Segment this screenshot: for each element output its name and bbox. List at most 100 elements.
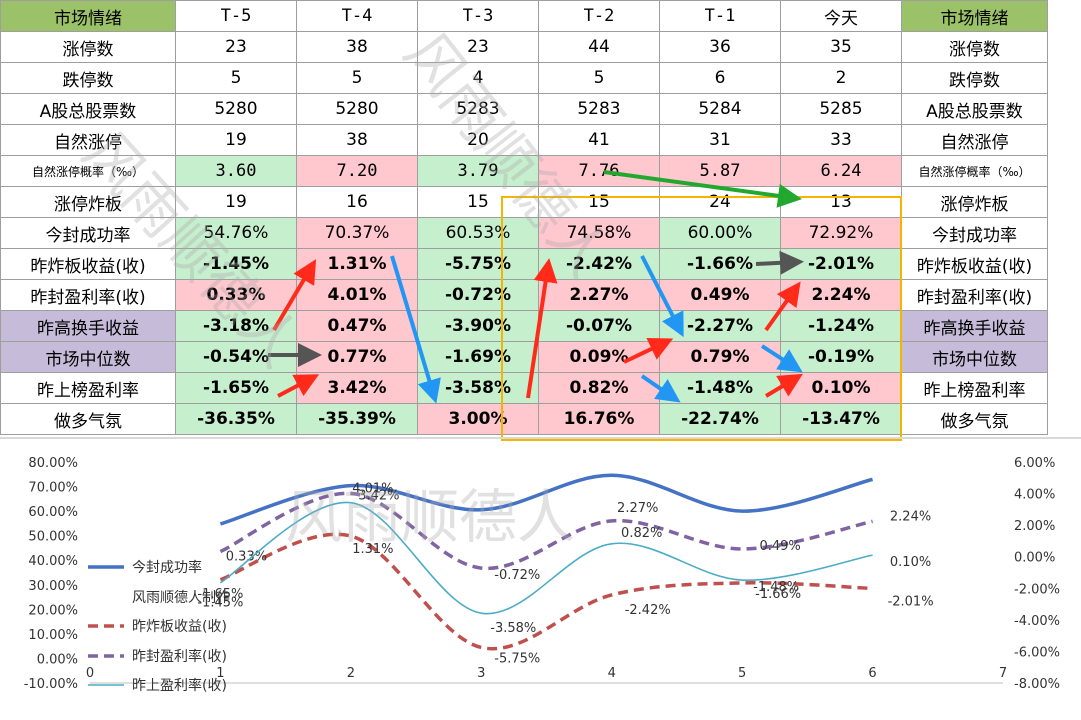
data-label: -5.75%: [494, 651, 540, 666]
data-cell: -0.19%: [780, 341, 902, 373]
table-row: 昨封盈利率(收) 0.33% 4.01% -0.72% 2.27% 0.49% 2.24% 昨…: [0, 279, 1048, 311]
data-cell: 3.42%: [296, 372, 418, 404]
table-row: 今封成功率 54.76% 70.37% 60.53% 74.58% 60.00% 72.92…: [0, 217, 1048, 249]
data-cell: 2.24%: [780, 279, 902, 311]
legend-note: 风雨顺德人制作: [132, 590, 230, 606]
data-label: 1.31%: [352, 542, 393, 557]
data-cell: -13.47%: [780, 403, 902, 435]
data-cell: 7.20: [296, 155, 418, 187]
data-cell: 19: [175, 186, 297, 218]
data-cell: 5: [296, 62, 418, 94]
data-cell: 5285: [780, 93, 902, 125]
x-tick-label: 3: [477, 666, 485, 681]
data-label: 4.01%: [352, 481, 393, 496]
row-label-right: 自然涨停: [901, 124, 1048, 156]
y-left-tick-label: -10.00%: [24, 677, 78, 692]
sheet-divider: [0, 437, 1081, 439]
data-label: -3.58%: [490, 621, 536, 636]
data-cell: 5: [175, 62, 297, 94]
y-right-tick-label: 0.00%: [1014, 551, 1055, 566]
legend-label: 昨封盈利率(收): [132, 648, 227, 665]
table-row: 涨停数 23 38 23 44 36 35 涨停数: [0, 31, 1048, 63]
data-label: -0.72%: [494, 568, 540, 583]
y-right-tick-label: -6.00%: [1014, 645, 1060, 660]
row-label: 昨高换手收益: [0, 310, 176, 342]
header-cell: 今天: [780, 0, 902, 32]
data-cell: 35: [780, 31, 902, 63]
row-label: 自然涨停: [0, 124, 176, 156]
data-cell: 70.37%: [296, 217, 418, 249]
table-row: 昨高换手收益 -3.18% 0.47% -3.90% -0.07% -2.27% -1.24…: [0, 310, 1048, 342]
data-label: 0.49%: [759, 539, 800, 554]
data-cell: 5280: [296, 93, 418, 125]
y-left-tick-label: 0.00%: [37, 652, 78, 667]
row-label-right: 做多气氛: [901, 403, 1048, 435]
data-cell: 0.79%: [659, 341, 781, 373]
series-line: [219, 491, 873, 570]
data-cell: 0.33%: [175, 279, 297, 311]
data-cell: -2.27%: [659, 310, 781, 342]
row-label-right: 昨封盈利率(收): [901, 279, 1048, 311]
data-cell: 74.58%: [538, 217, 660, 249]
y-right-tick-label: -8.00%: [1014, 677, 1060, 692]
y-right-tick-label: 4.00%: [1014, 488, 1055, 503]
data-cell: 20: [417, 124, 539, 156]
row-label-right: 昨上榜盈利率: [901, 372, 1048, 404]
data-cell: 5.87: [659, 155, 781, 187]
data-cell: -3.18%: [175, 310, 297, 342]
data-cell: -1.69%: [417, 341, 539, 373]
data-cell: 19: [175, 124, 297, 156]
data-cell: -2.01%: [780, 248, 902, 280]
table-row: 昨上榜盈利率 -1.65% 3.42% -3.58% 0.82% -1.48% 0.10% 昨…: [0, 372, 1048, 404]
data-cell: -1.45%: [175, 248, 297, 280]
row-label: 涨停数: [0, 31, 176, 63]
y-left-tick-label: 70.00%: [28, 481, 78, 496]
y-right-tick-label: -2.00%: [1014, 582, 1060, 597]
data-cell: -1.24%: [780, 310, 902, 342]
row-label-right: 自然涨停概率（‰）: [901, 155, 1048, 187]
data-cell: 41: [538, 124, 660, 156]
data-cell: 1.31%: [296, 248, 418, 280]
series-line: [220, 501, 873, 615]
y-left-tick-label: 50.00%: [28, 530, 78, 545]
data-cell: 15: [417, 186, 539, 218]
data-cell: 16.76%: [538, 403, 660, 435]
table-row: A股总股票数 5280 5280 5283 5283 5284 5285 A股总股票数: [0, 93, 1048, 125]
data-cell: -1.48%: [659, 372, 781, 404]
data-label: 0.10%: [890, 555, 931, 570]
table-row: 跌停数 5 5 4 5 6 2 跌停数: [0, 62, 1048, 94]
line-chart: 80.00%70.00%60.00%50.00%40.00%30.00%20.0…: [24, 456, 1060, 694]
data-cell: 23: [417, 31, 539, 63]
row-label: 做多气氛: [0, 403, 176, 435]
data-cell: 6: [659, 62, 781, 94]
data-cell: -0.07%: [538, 310, 660, 342]
data-cell: 15: [538, 186, 660, 218]
data-cell: 36: [659, 31, 781, 63]
x-tick-label: 6: [868, 666, 876, 681]
data-cell: 0.82%: [538, 372, 660, 404]
y-left-tick-label: 20.00%: [28, 603, 78, 618]
data-label: -1.65%: [197, 587, 243, 602]
data-cell: 5283: [538, 93, 660, 125]
legend-label: 昨上盈利率(收): [132, 677, 227, 694]
row-label-right: 昨炸板收益(收): [901, 248, 1048, 280]
data-cell: -1.66%: [659, 248, 781, 280]
data-cell: 72.92%: [780, 217, 902, 249]
data-cell: 54.76%: [175, 217, 297, 249]
data-cell: 0.47%: [296, 310, 418, 342]
y-right-tick-label: -4.00%: [1014, 614, 1060, 629]
data-cell: 60.00%: [659, 217, 781, 249]
data-cell: 24: [659, 186, 781, 218]
data-label: -1.48%: [753, 580, 799, 595]
data-cell: 4: [417, 62, 539, 94]
data-label: -1.66%: [755, 587, 801, 602]
header-cell: T-5: [175, 0, 297, 32]
data-cell: 3.00%: [417, 403, 539, 435]
data-cell: -35.39%: [296, 403, 418, 435]
data-cell: 3.60: [175, 155, 297, 187]
data-label: 2.24%: [890, 509, 931, 524]
row-label: 今封成功率: [0, 217, 176, 249]
legend-label: 今封成功率: [132, 559, 202, 576]
row-label: A股总股票数: [0, 93, 176, 125]
header-cell: T-3: [417, 0, 539, 32]
